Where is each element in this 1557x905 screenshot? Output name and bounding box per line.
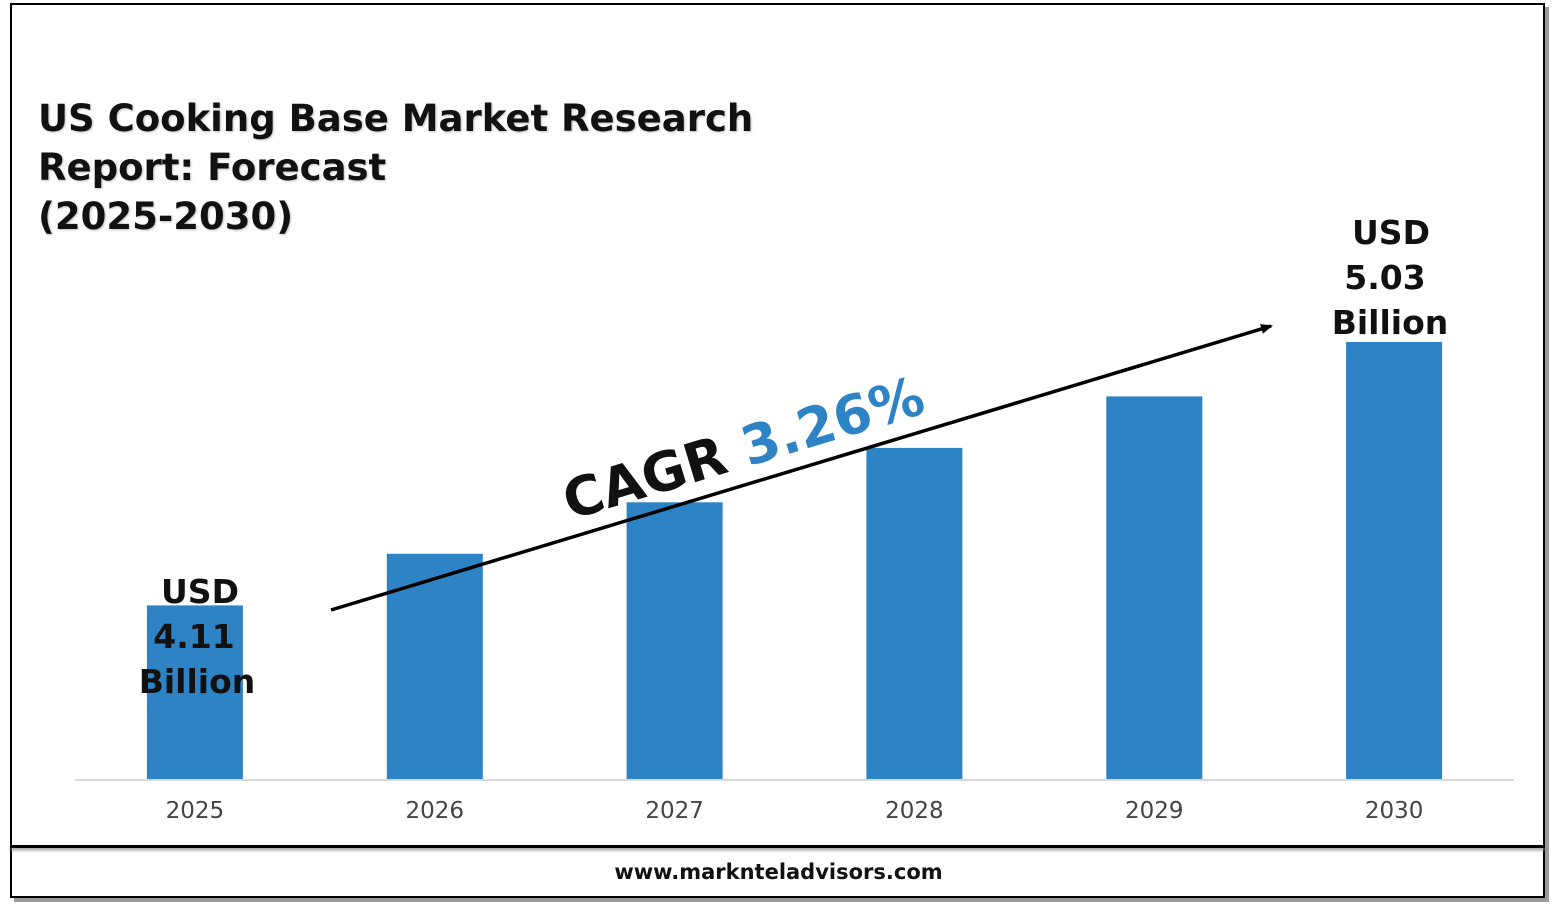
end-label-line-3: Billion [1332,303,1449,342]
bar-2028 [866,447,963,780]
bars [146,342,1443,780]
title-line-1: US Cooking Base Market Research [38,97,754,140]
bar-2026 [386,553,483,780]
x-tick-label-2030: 2030 [1365,798,1424,824]
chart-frame [10,3,1545,898]
x-tick-label-2025: 2025 [166,798,225,824]
cagr-trend-arrow [330,324,1273,612]
x-tick-label-2027: 2027 [645,798,704,824]
start-label-line-3: Billion [139,662,256,701]
x-tick-label-2028: 2028 [885,798,944,824]
start-label-line-2: 4.11 [153,617,234,656]
x-tick-label-2026: 2026 [406,798,465,824]
end-value-label: USD 5.03 Billion [1332,213,1449,342]
x-axis-ticks: 2025 2026 2027 2028 2029 2030 [166,798,1424,824]
chart-title: US Cooking Base Market Research Report: … [38,94,754,241]
start-label-line-1: USD [161,572,239,611]
bar-2029 [1106,396,1203,780]
footer-divider [10,845,1545,848]
start-value-label: USD 4.11 Billion [139,572,256,701]
bar-2030 [1346,342,1443,780]
end-label-line-2: 5.03 [1344,258,1425,297]
bar-2027 [626,502,723,780]
title-line-3: (2025-2030) [38,195,294,238]
title-line-2: Report: Forecast [38,146,387,189]
x-tick-label-2029: 2029 [1125,798,1184,824]
footer-website[interactable]: www.marknteladvisors.com [614,860,943,884]
end-label-line-1: USD [1352,213,1430,252]
bar-2025 [146,605,243,780]
